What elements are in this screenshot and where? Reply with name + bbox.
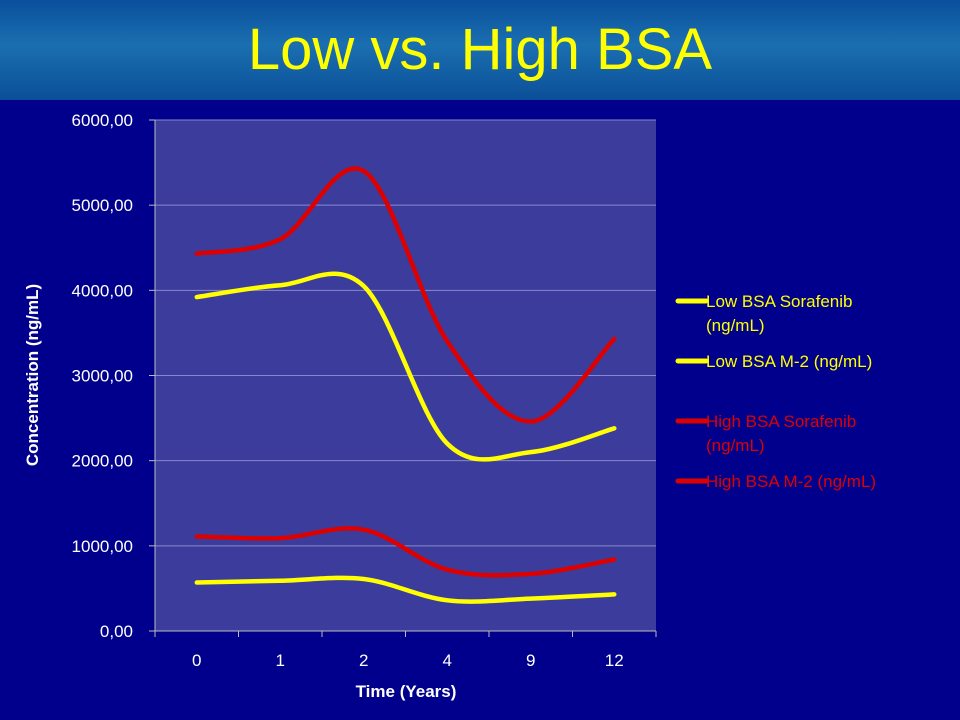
y-tick-label: 5000,00 xyxy=(72,196,133,215)
x-tick-label: 4 xyxy=(443,651,452,670)
legend-label: High BSA M-2 (ng/mL) xyxy=(706,472,876,491)
y-tick-label: 4000,00 xyxy=(72,281,133,300)
series-line-1 xyxy=(194,271,617,462)
legend: Low BSA Sorafenib (ng/mL) Low BSA M-2 (ng/… xyxy=(675,292,876,491)
y-axis-title: Concentration (ng/mL) xyxy=(23,284,42,466)
tick-labels: 0,00 1000,00 2000,00 3000,00 4000,00 5000,00 6… xyxy=(72,111,624,670)
x-tick-label: 2 xyxy=(359,651,368,670)
legend-label: High BSA Sorafenib (ng/mL) xyxy=(706,412,856,455)
x-axis-title: Time (Years) xyxy=(356,682,457,701)
legend-item-2: Low BSA M-2 (ng/mL) xyxy=(675,352,872,371)
series-line-3 xyxy=(194,166,617,424)
series-line-4 xyxy=(194,526,617,578)
axes xyxy=(149,119,657,637)
x-tick-label: 9 xyxy=(526,651,535,670)
legend-item-1: Low BSA Sorafenib (ng/mL) xyxy=(675,292,852,335)
y-tick-label: 1000,00 xyxy=(72,537,133,556)
slide-title: Low vs. High BSA xyxy=(247,17,713,82)
series-lines xyxy=(194,166,617,604)
x-tick-label: 0 xyxy=(192,651,201,670)
x-tick-label: 1 xyxy=(276,651,285,670)
y-tick-label: 6000,00 xyxy=(72,111,133,130)
title-bar xyxy=(0,0,960,100)
y-tick-label: 0,00 xyxy=(100,622,133,641)
legend-label: Low BSA M-2 (ng/mL) xyxy=(706,352,872,371)
legend-item-4: High BSA M-2 (ng/mL) xyxy=(675,472,876,491)
legend-item-3: High BSA Sorafenib (ng/mL) xyxy=(675,412,856,455)
y-tick-label: 3000,00 xyxy=(72,367,133,386)
y-tick-label: 2000,00 xyxy=(72,452,133,471)
gridlines xyxy=(155,119,656,547)
legend-label: Low BSA Sorafenib (ng/mL) xyxy=(706,292,852,335)
x-tick-label: 12 xyxy=(605,651,624,670)
series-line-2 xyxy=(194,575,617,604)
